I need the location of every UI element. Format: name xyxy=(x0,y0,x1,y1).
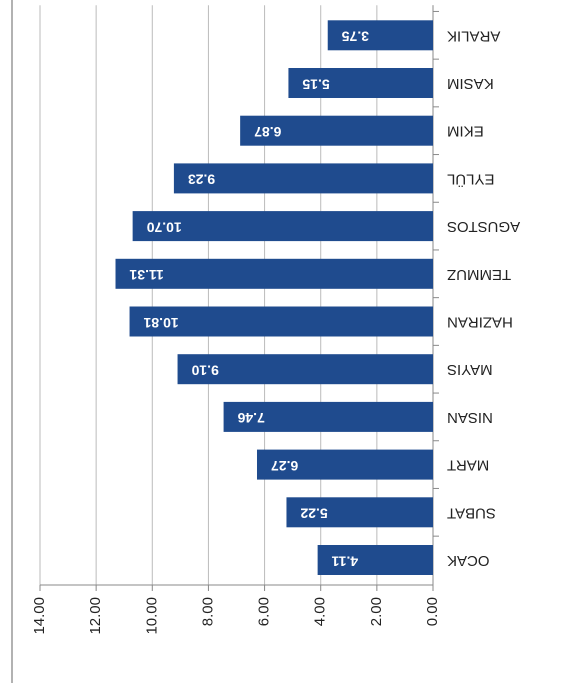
value-label: 10.70 xyxy=(146,219,181,235)
bar xyxy=(129,306,433,337)
bar xyxy=(132,211,433,242)
value-label: 10.81 xyxy=(143,315,178,331)
bar xyxy=(240,115,433,146)
value-label: 5.15 xyxy=(302,76,329,92)
value-label: 9.10 xyxy=(191,362,218,378)
bar xyxy=(256,449,433,480)
value-label: 9.23 xyxy=(188,172,215,188)
value-label: 3.75 xyxy=(342,29,369,45)
value-label: 5.22 xyxy=(300,506,327,522)
bar xyxy=(223,401,433,432)
y-tick-label: MAYIS xyxy=(447,361,493,378)
value-label: 7.46 xyxy=(237,410,264,426)
x-tick-label: 0.00 xyxy=(424,597,441,626)
bar xyxy=(317,545,433,575)
x-tick-label: 6.00 xyxy=(256,597,273,626)
value-label: 4.11 xyxy=(331,553,358,569)
rotated-chart: 0.00 2.00 4.00 6.00 8.00 10.00 12.00 14.00 OCAK 4… xyxy=(11,0,520,683)
y-tick-label: TEMMUZ xyxy=(447,266,511,283)
x-tick-label: 4.00 xyxy=(312,597,329,626)
bar xyxy=(288,68,433,98)
bar xyxy=(177,354,433,385)
y-tick-label: SUBAT xyxy=(447,504,496,521)
y-tick-label: EKIM xyxy=(447,123,484,140)
bar xyxy=(327,20,433,51)
x-tick-label: 10.00 xyxy=(143,597,160,635)
x-tick-label: 2.00 xyxy=(368,597,385,626)
value-label: 6.27 xyxy=(271,458,298,474)
y-tick-label: AGUSTOS xyxy=(447,218,520,235)
value-label: 11.31 xyxy=(129,267,163,283)
bar xyxy=(115,258,433,289)
bar xyxy=(173,163,433,194)
y-tick-label: ARALIK xyxy=(447,27,500,44)
bar xyxy=(286,497,433,528)
x-tick-label: 8.00 xyxy=(199,597,216,626)
x-tick-label: 14.00 xyxy=(31,597,48,635)
y-tick-label: OCAK xyxy=(447,552,490,569)
value-label: 6.87 xyxy=(254,124,281,140)
y-tick-label: KASIM xyxy=(447,75,494,92)
y-tick-label: MART xyxy=(447,457,489,474)
x-tick-label: 12.00 xyxy=(87,597,104,635)
y-tick-label: HAZIRAN xyxy=(447,314,513,331)
y-tick-label: EYLÜL xyxy=(447,170,495,188)
y-tick-label: NISAN xyxy=(447,409,493,426)
